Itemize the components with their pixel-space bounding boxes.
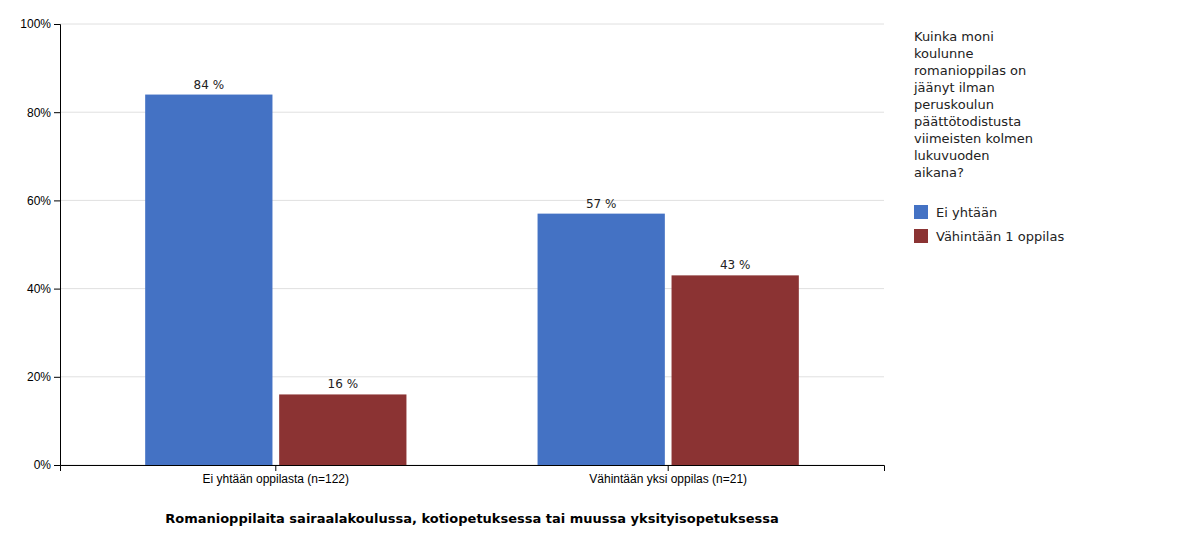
- tick-mark: [54, 377, 60, 378]
- data-label: 16 %: [328, 377, 359, 391]
- y-tick: 20%: [27, 370, 60, 384]
- tick-label: 20%: [27, 370, 51, 384]
- bar: [672, 275, 799, 465]
- legend-label: Ei yhtään: [936, 205, 997, 220]
- tick-mark: [54, 465, 60, 466]
- data-label: 57 %: [586, 197, 617, 211]
- grid: [60, 24, 884, 465]
- legend-label: Vähintään 1 oppilas: [936, 229, 1064, 244]
- plot: 0% 20% 40% 60% 80% 100% Ei yhtään oppilasta (n…: [20, 17, 884, 485]
- x-axis: Ei yhtään oppilasta (n=122) Vähintään yks…: [61, 465, 885, 486]
- bar: [538, 214, 665, 465]
- axis-line: [54, 25, 61, 466]
- tick-label: 80%: [27, 106, 51, 120]
- tick-label: 100%: [20, 17, 51, 31]
- data-label: 43 %: [720, 258, 751, 272]
- y-tick: 100%: [20, 17, 60, 31]
- y-tick: 60%: [27, 194, 60, 208]
- x-axis-title: Romanioppilaita sairaalakoulussa, kotiop…: [165, 511, 779, 526]
- legend: Kuinka monikoulunneromanioppilas onjääny…: [913, 29, 1064, 244]
- y-axis: 0% 20% 40% 60% 80% 100%: [20, 17, 60, 472]
- chart: 0% 20% 40% 60% 80% 100% Ei yhtään oppilasta (n…: [0, 0, 1204, 545]
- axis-line: [61, 466, 885, 472]
- bar: [279, 394, 406, 465]
- tick-label: 0%: [34, 458, 52, 472]
- y-tick: 40%: [27, 282, 60, 296]
- legend-title: Kuinka monikoulunneromanioppilas onjääny…: [913, 29, 1033, 180]
- tick-mark: [275, 465, 276, 471]
- legend-item: Ei yhtään: [914, 205, 997, 220]
- tick-label: Vähintään yksi oppilas (n=21): [589, 472, 747, 486]
- grid-line: [60, 24, 884, 25]
- tick-mark: [54, 24, 60, 25]
- bar: [145, 95, 272, 465]
- bars: [145, 95, 799, 465]
- x-tick: Vähintään yksi oppilas (n=21): [589, 465, 747, 486]
- legend-swatch: [914, 205, 928, 219]
- data-label: 84 %: [194, 78, 225, 92]
- legend-item: Vähintään 1 oppilas: [914, 229, 1064, 244]
- legend-swatch: [914, 229, 928, 243]
- tick-label: 40%: [27, 282, 51, 296]
- y-tick: 0%: [34, 458, 60, 472]
- tick-label: 60%: [27, 194, 51, 208]
- tick-label: Ei yhtään oppilasta (n=122): [203, 472, 349, 486]
- tick-mark: [54, 112, 60, 113]
- tick-mark: [668, 465, 669, 471]
- tick-mark: [54, 289, 60, 290]
- y-tick: 80%: [27, 106, 60, 120]
- data-labels: 84 % 57 % 16 % 43 %: [194, 78, 751, 392]
- x-tick: Ei yhtään oppilasta (n=122): [203, 465, 349, 486]
- tick-mark: [54, 200, 60, 201]
